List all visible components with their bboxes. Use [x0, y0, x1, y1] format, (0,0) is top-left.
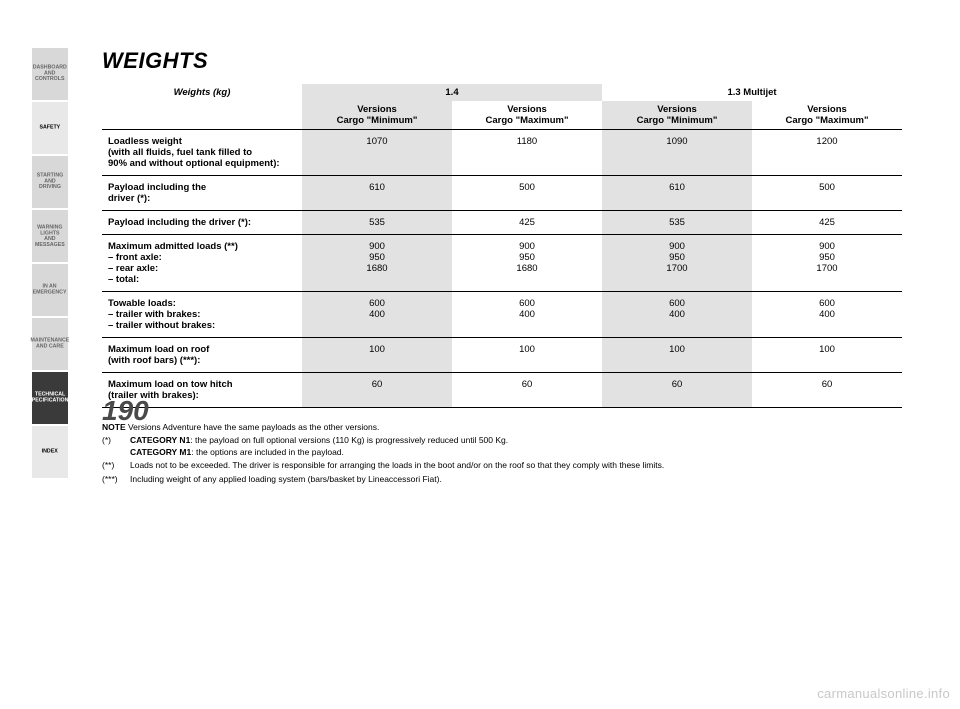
watermark: carmanualsonline.info: [817, 686, 950, 701]
sidebar-tab: INDEX: [32, 426, 68, 478]
footnote: (**)Loads not to be exceeded. The driver…: [102, 460, 902, 471]
sidebar-tab: WARNING LIGHTS AND MESSAGES: [32, 210, 68, 262]
sidebar-tab: SAFETY: [32, 102, 68, 154]
sidebar-tab: STARTING AND DRIVING: [32, 156, 68, 208]
sidebar-tabs: DASHBOARD AND CONTROLSSAFETYSTARTING AND…: [32, 48, 68, 478]
footnote: (***)Including weight of any applied loa…: [102, 474, 902, 485]
footnotes: NOTE Versions Adventure have the same pa…: [102, 422, 902, 485]
sidebar-tab: DASHBOARD AND CONTROLS: [32, 48, 68, 100]
footnote: NOTE Versions Adventure have the same pa…: [102, 422, 902, 433]
sidebar-tab: IN AN EMERGENCY: [32, 264, 68, 316]
sidebar-tab: MAINTENANCE AND CARE: [32, 318, 68, 370]
sidebar-tab: TECHNICAL SPECIFICATIONS: [32, 372, 68, 424]
weights-table: Weights (kg)1.41.3 MultijetVersionsCargo…: [102, 84, 902, 408]
page-number: 190: [102, 395, 149, 427]
page-title: WEIGHTS: [102, 48, 902, 74]
page-content: WEIGHTS Weights (kg)1.41.3 MultijetVersi…: [72, 48, 902, 487]
footnote: (*)CATEGORY N1: the payload on full opti…: [102, 435, 902, 458]
